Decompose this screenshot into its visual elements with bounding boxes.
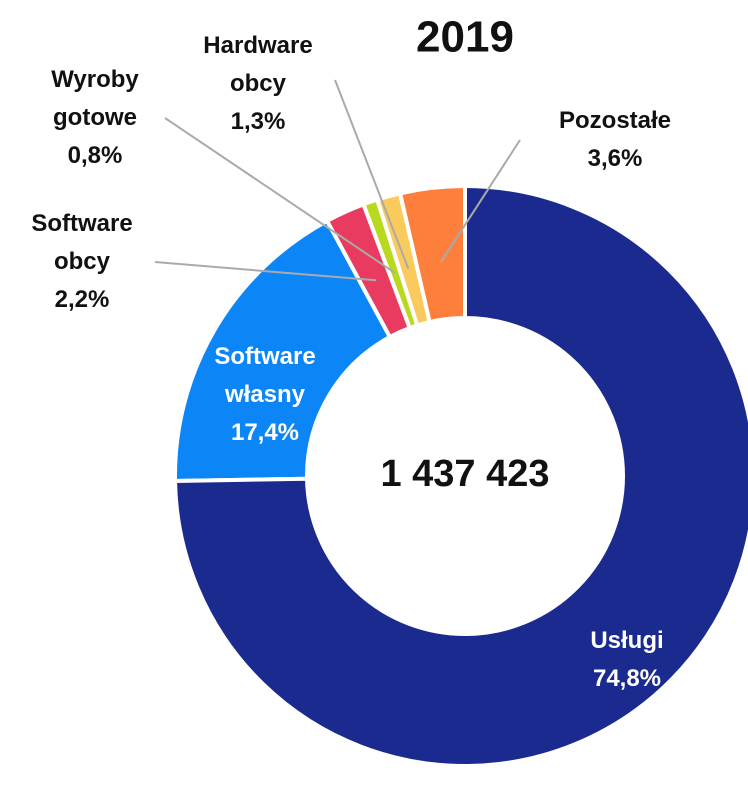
category-name: Hardware obcy [203,32,313,97]
category-name: Wyroby gotowe [51,66,139,131]
category-name: Software obcy [31,210,133,275]
slice-label: Wyroby gotowe 0,8% [10,61,180,175]
chart-title: 2019 [416,13,514,62]
slice-label: Software własny 17,4% [180,338,350,452]
leader-line [334,79,410,269]
slice-label: Usługi 74,8% [542,622,712,698]
slice-label: Software obcy 2,2% [0,205,167,319]
category-name: Pozostałe [558,107,672,134]
slice-label: Pozostałe 3,6% [530,102,700,178]
value-label: 0,8% [67,142,123,169]
value-label: 74,8% [592,665,662,692]
value-label: 2,2% [54,286,110,313]
leader-line [164,117,396,274]
slice-label: Hardware obcy 1,3% [173,27,343,141]
donut-slice [173,218,393,484]
leader-line [154,261,377,282]
category-name: Usługi [590,627,664,654]
value-label: 3,6% [587,145,643,172]
center-label: 1 437 423 [380,453,549,495]
category-name: Software własny [214,343,316,408]
value-label: 17,4% [230,419,300,446]
donut-slice [173,183,748,768]
value-label: 1,3% [230,108,286,135]
leader-line [439,139,521,263]
